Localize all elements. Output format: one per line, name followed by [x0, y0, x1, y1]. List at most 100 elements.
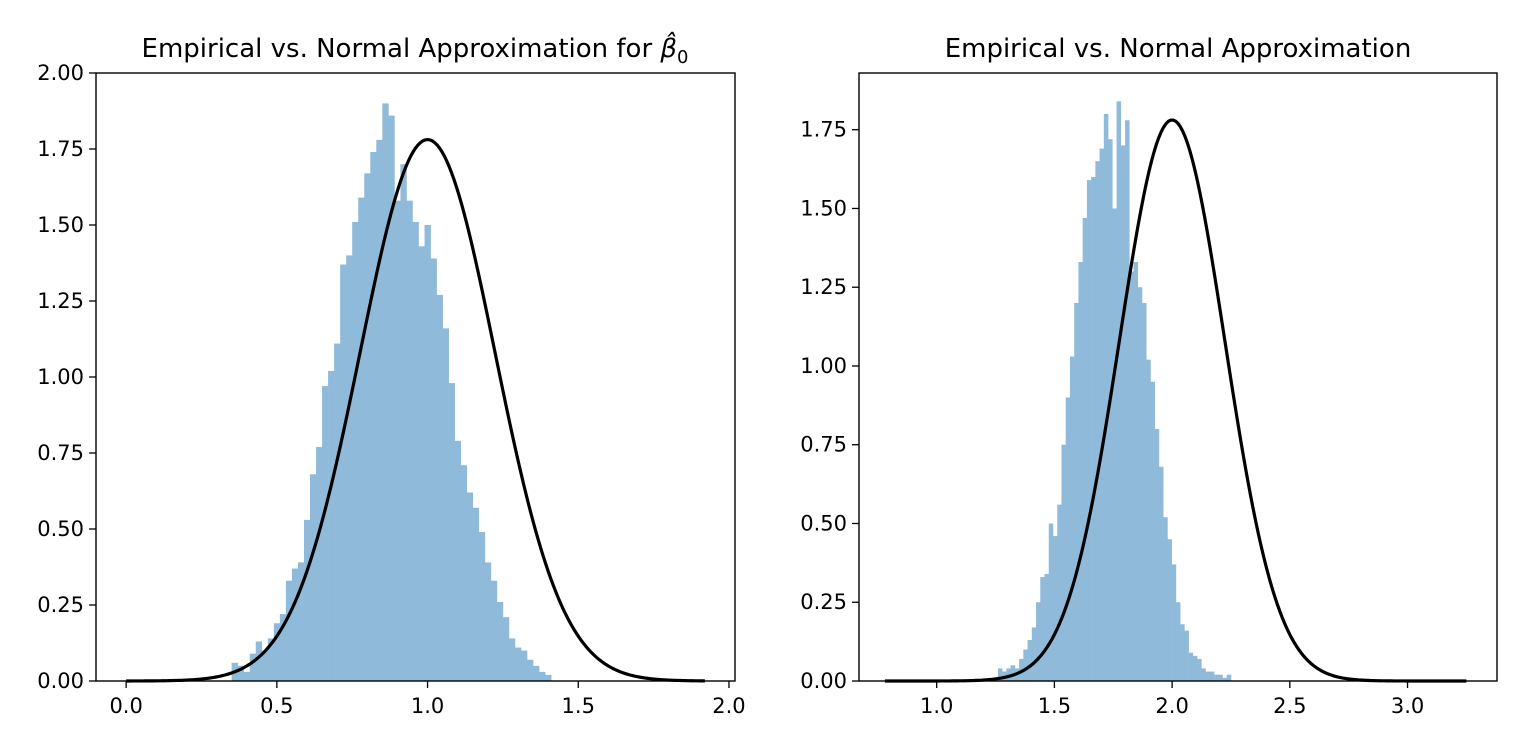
histogram-bar: [490, 580, 498, 681]
histogram-bars: [997, 101, 1232, 682]
x-tick-label: 2.0: [1155, 694, 1188, 718]
histogram-bar: [1044, 573, 1050, 681]
histogram-bar: [255, 641, 263, 681]
histogram-bar: [1129, 271, 1134, 681]
histogram-bar: [1209, 671, 1215, 681]
histogram-bar: [508, 638, 516, 681]
histogram-bar: [1167, 539, 1172, 681]
histogram-bar: [1099, 148, 1105, 682]
y-tick-label: 0.75: [37, 441, 84, 465]
histogram-bar: [448, 383, 455, 681]
chart-panel-beta0: Empirical vs. Normal Approximation for β…: [37, 30, 745, 718]
x-axis: 1.0 1.5 2.0 2.5 3.0: [920, 681, 1424, 718]
histogram-bar: [328, 370, 335, 681]
histogram-bar: [1112, 208, 1117, 681]
histogram-bar: [514, 647, 522, 681]
histogram-bar: [1188, 652, 1194, 681]
x-tick-label: 2.5: [1273, 694, 1306, 718]
histogram-bar: [1027, 640, 1033, 681]
histogram-bar: [1205, 671, 1211, 681]
histogram-bar: [1048, 523, 1054, 681]
histogram-bar: [316, 446, 323, 681]
histogram-bar: [502, 617, 510, 681]
histogram-bars: [231, 103, 552, 682]
histogram-bar: [1180, 624, 1185, 681]
histogram-bar: [1057, 504, 1062, 681]
histogram-bar: [454, 440, 462, 681]
histogram-bar: [1150, 381, 1155, 681]
histogram-bar: [424, 225, 431, 681]
y-tick-label: 0.75: [800, 433, 847, 457]
histogram-bar: [297, 562, 305, 681]
histogram-bar: [1154, 428, 1160, 681]
x-axis: 0.0 0.5 1.0 1.5 2.0: [109, 681, 746, 718]
x-tick-label: 1.5: [562, 694, 595, 718]
histogram-bar: [484, 562, 492, 681]
histogram-bar: [418, 246, 425, 681]
chart-title: Empirical vs. Normal Approximation for β…: [142, 30, 689, 68]
x-tick-label: 1.0: [920, 694, 953, 718]
histogram-bar: [1125, 120, 1130, 681]
histogram-bar: [1133, 262, 1139, 681]
histogram-bar: [1116, 101, 1122, 682]
histogram-bar: [243, 671, 251, 681]
histogram-bar: [1108, 139, 1113, 681]
histogram-bar: [1052, 536, 1058, 681]
histogram-bar: [1010, 665, 1016, 681]
y-tick-label: 1.25: [800, 275, 847, 299]
histogram-bar: [285, 580, 293, 681]
histogram-bar: [1192, 655, 1198, 681]
plot-frame: [858, 72, 1498, 682]
histogram-bar: [1065, 397, 1071, 681]
histogram-bar: [1091, 176, 1096, 681]
histogram-bar: [322, 386, 329, 681]
histogram-bar: [1078, 262, 1083, 681]
x-tick-label: 2.0: [712, 694, 745, 718]
histogram-bar: [358, 197, 365, 681]
y-axis: 0.00 0.25 0.50 0.75 1.00 1.25 1.50 1.75 2.00: [37, 61, 96, 693]
y-tick-label: 0.00: [800, 669, 847, 693]
y-tick-label: 1.00: [37, 365, 84, 389]
histogram-bar: [1082, 217, 1088, 681]
histogram-bar: [303, 519, 311, 681]
histogram-bar: [496, 601, 504, 681]
histogram-bar: [279, 614, 287, 681]
histogram-bar: [400, 164, 407, 681]
histogram-bar: [539, 671, 546, 681]
y-tick-label: 1.75: [800, 118, 847, 142]
histogram-bar: [370, 152, 377, 682]
histogram-bar: [442, 328, 449, 681]
histogram-bar: [460, 465, 468, 681]
x-tick-label: 0.5: [260, 694, 293, 718]
y-axis: 0.00 0.25 0.50 0.75 1.00 1.25 1.50 1.75: [800, 118, 859, 693]
histogram-bar: [1171, 564, 1177, 681]
histogram-bar: [1036, 602, 1041, 681]
histogram-bar: [472, 507, 480, 681]
x-tick-label: 1.0: [411, 694, 444, 718]
histogram-bar: [340, 264, 347, 681]
y-tick-label: 1.00: [800, 354, 847, 378]
chart-panel-second: Empirical vs. Normal Approximation 1.0 1.…: [800, 34, 1498, 718]
histogram-bar: [1146, 359, 1151, 681]
histogram-bar: [1120, 145, 1126, 681]
y-tick-label: 2.00: [37, 61, 84, 85]
histogram-bar: [533, 665, 540, 681]
histogram-bar: [376, 139, 383, 681]
histogram-bar: [478, 532, 486, 681]
histogram-bar: [1061, 444, 1066, 681]
x-tick-label: 3.0: [1391, 694, 1424, 718]
histogram-bar: [364, 173, 371, 681]
histogram-bar: [1074, 302, 1079, 681]
y-tick-label: 1.25: [37, 289, 84, 313]
histogram-bar: [394, 200, 401, 681]
histogram-bar: [1222, 677, 1228, 681]
y-tick-label: 0.25: [800, 590, 847, 614]
y-tick-label: 1.50: [37, 213, 84, 237]
histogram-bar: [1069, 356, 1075, 681]
histogram-bar: [334, 343, 341, 681]
histogram-bar: [1201, 668, 1206, 681]
histogram-bar: [1218, 674, 1223, 681]
histogram-bar: [249, 653, 257, 681]
